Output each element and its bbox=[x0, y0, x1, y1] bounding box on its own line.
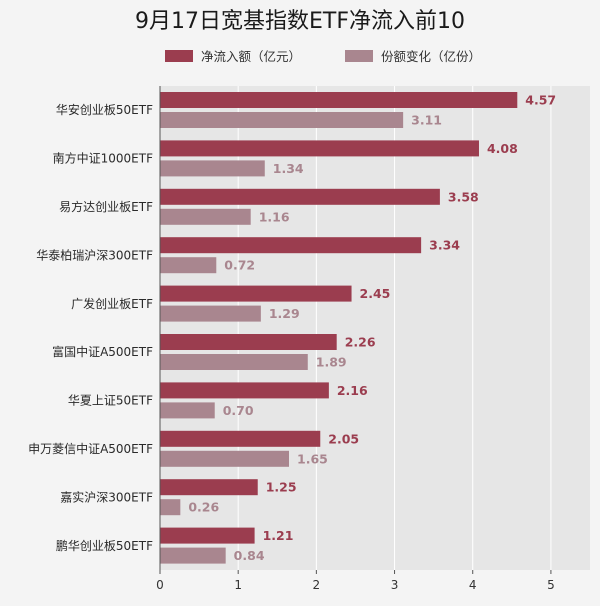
bar bbox=[160, 208, 251, 225]
bar-value-label: 1.21 bbox=[263, 528, 294, 543]
bar-value-label: 0.84 bbox=[234, 548, 265, 563]
category-label: 申万菱信中证A500ETF bbox=[28, 441, 153, 456]
bar bbox=[160, 527, 255, 544]
bar-value-label: 3.58 bbox=[448, 189, 479, 204]
bar bbox=[160, 547, 226, 564]
bar bbox=[160, 499, 181, 516]
bar-value-label: 1.16 bbox=[259, 209, 290, 224]
bar-value-label: 3.34 bbox=[429, 238, 460, 253]
bar-value-label: 4.08 bbox=[487, 141, 518, 156]
chart-title: 9月17日宽基指数ETF净流入前10 bbox=[135, 9, 465, 34]
legend: 净流入额（亿元） 份额变化（亿份） bbox=[165, 49, 481, 64]
bar bbox=[160, 334, 337, 350]
bar-value-label: 1.25 bbox=[266, 480, 297, 495]
legend-label-share-change: 份额变化（亿份） bbox=[381, 49, 481, 64]
category-label: 华夏上证50ETF bbox=[68, 394, 153, 408]
bar bbox=[160, 402, 215, 419]
x-tick-label: 1 bbox=[234, 578, 242, 592]
bar-value-label: 0.70 bbox=[223, 403, 254, 418]
bar bbox=[160, 354, 308, 370]
bar bbox=[160, 92, 518, 108]
bar-value-label: 1.89 bbox=[316, 355, 347, 370]
bar-value-label: 2.05 bbox=[328, 431, 359, 446]
bar-value-label: 0.72 bbox=[224, 258, 255, 273]
legend-label-net-inflow: 净流入额（亿元） bbox=[201, 49, 301, 64]
bar bbox=[160, 237, 422, 254]
bar bbox=[160, 382, 329, 399]
bar-value-label: 0.26 bbox=[188, 500, 219, 515]
x-tick-label: 4 bbox=[469, 578, 477, 592]
legend-swatch-net-inflow bbox=[165, 50, 193, 62]
x-axis-ticks: 0 1 2 3 4 5 bbox=[156, 570, 555, 592]
x-tick-label: 5 bbox=[547, 578, 555, 592]
category-label: 华泰柏瑞沪深300ETF bbox=[36, 247, 153, 262]
bar-value-label: 1.65 bbox=[297, 451, 328, 466]
category-label: 南方中证1000ETF bbox=[53, 151, 153, 166]
category-label: 易方达创业板ETF bbox=[59, 199, 153, 214]
bar-value-label: 1.34 bbox=[273, 161, 304, 176]
bar-value-label: 4.57 bbox=[525, 93, 556, 108]
bar bbox=[160, 257, 217, 274]
bar bbox=[160, 305, 261, 322]
x-tick-label: 2 bbox=[313, 578, 321, 592]
bar bbox=[160, 479, 258, 496]
bar-value-label: 1.29 bbox=[269, 306, 300, 321]
bar bbox=[160, 140, 479, 157]
bar bbox=[160, 285, 352, 302]
bar-value-label: 2.45 bbox=[360, 286, 391, 301]
plot-background bbox=[160, 86, 590, 570]
x-tick-label: 0 bbox=[156, 578, 164, 592]
category-label: 鹏华创业板50ETF bbox=[56, 539, 153, 553]
bar-value-label: 2.26 bbox=[345, 335, 376, 350]
bar bbox=[160, 430, 321, 447]
category-labels: 华安创业板50ETF 南方中证1000ETF 易方达创业板ETF 华泰柏瑞沪深300E… bbox=[28, 102, 153, 553]
bars: 4.57 3.11 4.08 1.34 3.58 1.16 3.34 0.72 2.45 1.29… bbox=[160, 92, 556, 564]
category-label: 嘉实沪深300ETF bbox=[60, 489, 153, 504]
bar-value-label: 3.11 bbox=[411, 113, 442, 128]
legend-swatch-share-change bbox=[345, 50, 373, 62]
bar bbox=[160, 112, 404, 128]
bar bbox=[160, 160, 265, 177]
bar bbox=[160, 450, 289, 467]
category-label: 华安创业板50ETF bbox=[56, 102, 153, 117]
x-tick-label: 3 bbox=[391, 578, 399, 592]
bar bbox=[160, 188, 440, 205]
category-label: 富国中证A500ETF bbox=[52, 344, 153, 359]
bar-value-label: 2.16 bbox=[337, 383, 368, 398]
category-label: 广发创业板ETF bbox=[71, 296, 153, 311]
